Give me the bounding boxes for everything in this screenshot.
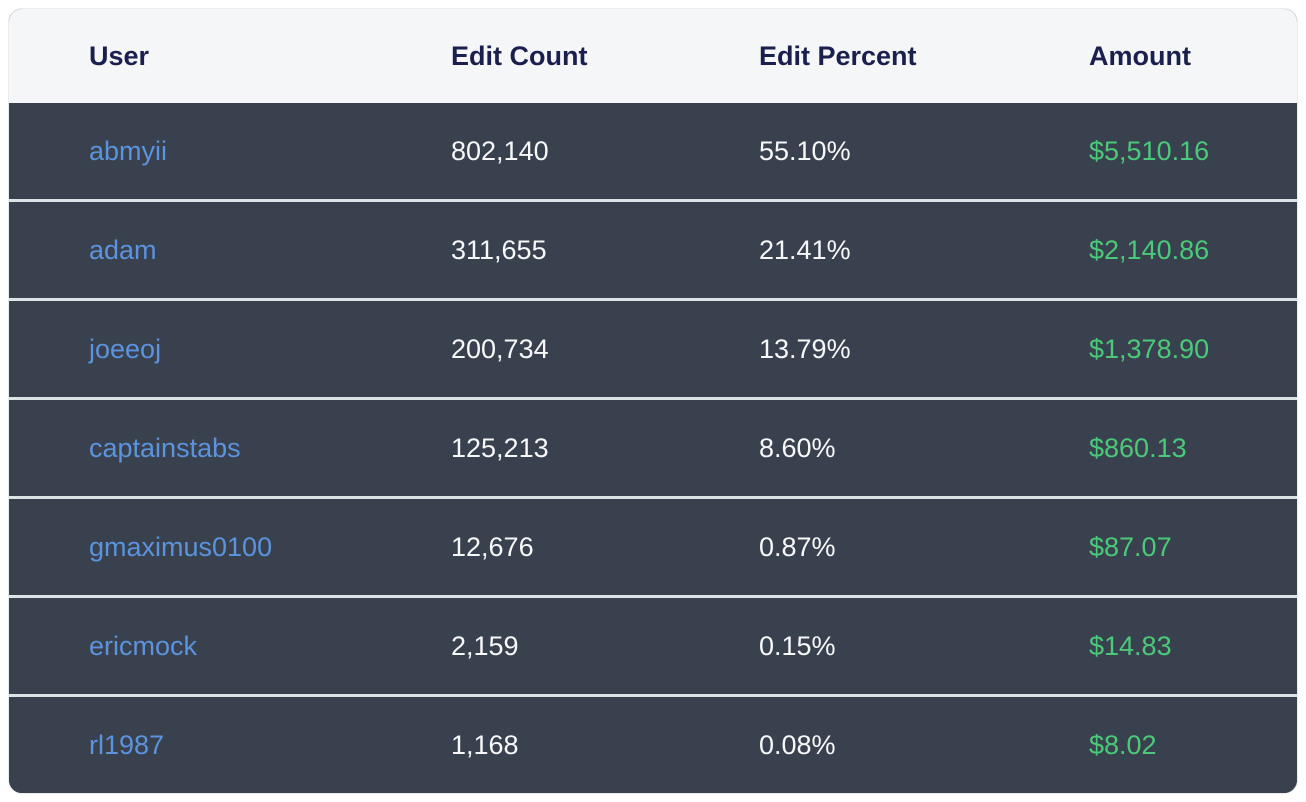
column-header-user: User (9, 9, 451, 103)
amount-cell: $2,140.86 (1089, 199, 1297, 300)
edit-count-cell: 311,655 (451, 199, 759, 300)
column-header-edit-count: Edit Count (451, 9, 759, 103)
amount-cell: $860.13 (1089, 397, 1297, 498)
column-header-edit-percent: Edit Percent (759, 9, 1089, 103)
amount-cell: $87.07 (1089, 496, 1297, 597)
user-cell: gmaximus0100 (9, 496, 451, 597)
table-row: captainstabs 125,213 8.60% $860.13 (9, 397, 1297, 498)
edit-count-cell: 1,168 (451, 694, 759, 793)
edit-count-cell: 200,734 (451, 298, 759, 399)
header-row: User Edit Count Edit Percent Amount (9, 9, 1297, 103)
table-row: gmaximus0100 12,676 0.87% $87.07 (9, 496, 1297, 597)
edit-percent-cell: 0.08% (759, 694, 1089, 793)
amount-cell: $1,378.90 (1089, 298, 1297, 399)
user-link[interactable]: gmaximus0100 (89, 531, 273, 562)
edit-percent-cell: 8.60% (759, 397, 1089, 498)
user-link[interactable]: joeeoj (89, 333, 162, 364)
table-row: abmyii 802,140 55.10% $5,510.16 (9, 103, 1297, 201)
user-cell: ericmock (9, 595, 451, 696)
edit-percent-cell: 0.87% (759, 496, 1089, 597)
edit-percent-cell: 13.79% (759, 298, 1089, 399)
user-link[interactable]: abmyii (89, 135, 168, 166)
user-link[interactable]: adam (89, 234, 157, 265)
edit-count-cell: 2,159 (451, 595, 759, 696)
edit-percent-cell: 21.41% (759, 199, 1089, 300)
edit-percent-cell: 0.15% (759, 595, 1089, 696)
user-cell: captainstabs (9, 397, 451, 498)
column-header-amount: Amount (1089, 9, 1297, 103)
user-cell: adam (9, 199, 451, 300)
amount-cell: $5,510.16 (1089, 103, 1297, 201)
user-link[interactable]: captainstabs (89, 432, 241, 463)
table-row: rl1987 1,168 0.08% $8.02 (9, 694, 1297, 793)
user-cell: abmyii (9, 103, 451, 201)
table-row: joeeoj 200,734 13.79% $1,378.90 (9, 298, 1297, 399)
table-body: abmyii 802,140 55.10% $5,510.16 adam 311… (9, 103, 1297, 793)
user-edits-table-card: User Edit Count Edit Percent Amount abmy… (8, 8, 1298, 794)
user-link[interactable]: ericmock (89, 630, 198, 661)
user-cell: joeeoj (9, 298, 451, 399)
user-cell: rl1987 (9, 694, 451, 793)
amount-cell: $8.02 (1089, 694, 1297, 793)
edit-count-cell: 802,140 (451, 103, 759, 201)
user-link[interactable]: rl1987 (89, 729, 165, 760)
table-header: User Edit Count Edit Percent Amount (9, 9, 1297, 103)
user-edits-table: User Edit Count Edit Percent Amount abmy… (9, 9, 1297, 793)
edit-percent-cell: 55.10% (759, 103, 1089, 201)
table-row: ericmock 2,159 0.15% $14.83 (9, 595, 1297, 696)
table-row: adam 311,655 21.41% $2,140.86 (9, 199, 1297, 300)
edit-count-cell: 12,676 (451, 496, 759, 597)
edit-count-cell: 125,213 (451, 397, 759, 498)
amount-cell: $14.83 (1089, 595, 1297, 696)
